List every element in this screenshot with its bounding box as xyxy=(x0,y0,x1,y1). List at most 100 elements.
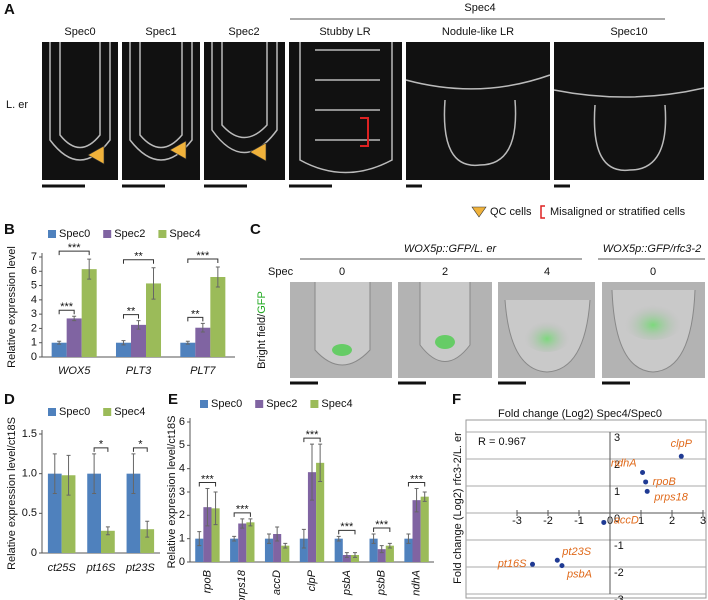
x-tick-label: -3 xyxy=(512,515,522,527)
significance-label: ** xyxy=(134,251,143,263)
point xyxy=(643,479,649,485)
panel-label: A xyxy=(4,1,15,18)
x-tick-label: clpP xyxy=(306,569,318,591)
x-tick-label: PLT3 xyxy=(126,365,152,377)
x-tick-label: ndhA xyxy=(410,570,422,596)
point-label: pt23S xyxy=(561,546,591,558)
point xyxy=(601,519,607,525)
bar xyxy=(264,538,274,562)
y-tick-label: 2 xyxy=(31,322,37,334)
error-bar xyxy=(352,552,357,558)
legend-swatch xyxy=(103,230,112,238)
significance-label: *** xyxy=(68,242,82,254)
error-bar xyxy=(406,533,411,544)
error-bar xyxy=(66,454,71,496)
significance-bracket xyxy=(122,314,139,319)
error-bar xyxy=(72,315,77,322)
bar xyxy=(281,545,290,562)
error-bar xyxy=(344,552,349,558)
column-label: Spec1 xyxy=(145,26,176,38)
significance-bracket xyxy=(303,437,321,443)
bar xyxy=(404,538,413,562)
error-bar xyxy=(52,453,57,494)
micrographs xyxy=(42,42,705,180)
spec-label: 0 xyxy=(339,266,345,278)
bar xyxy=(342,555,351,562)
point-label: accD xyxy=(614,514,639,526)
bar xyxy=(334,538,343,562)
error-bar xyxy=(57,340,62,345)
y-tick-label: 2 xyxy=(614,459,620,471)
significance-label: *** xyxy=(60,301,74,313)
bar xyxy=(369,538,378,562)
y-tick-label: 4 xyxy=(179,463,185,475)
y-tick-label: 0 xyxy=(31,547,37,559)
error-bar xyxy=(205,488,210,527)
x-tick-label: WOX5 xyxy=(58,365,91,377)
bar xyxy=(230,538,239,562)
y-tick-label: 2 xyxy=(179,509,185,521)
x-tick-label: -2 xyxy=(543,515,553,527)
x-tick-label: -1 xyxy=(574,515,584,527)
legend-text: Spec4 xyxy=(169,228,200,240)
legend-text: Spec0 xyxy=(211,398,242,410)
error-bar xyxy=(215,266,220,288)
column-label: Spec0 xyxy=(64,26,95,38)
x-tick-label: 3 xyxy=(700,515,706,527)
x-tick-label: pt23S xyxy=(125,562,155,574)
bar xyxy=(377,549,386,562)
point xyxy=(554,557,560,563)
significance-bracket xyxy=(338,529,356,535)
error-bar xyxy=(387,542,392,549)
significance-label: *** xyxy=(410,473,424,485)
significance-label: ** xyxy=(127,305,136,317)
point xyxy=(640,470,646,475)
point-label: ndhA xyxy=(611,457,637,469)
y-axis-label: Relative expression level xyxy=(6,246,18,368)
bar xyxy=(307,472,317,562)
spec-label: 2 xyxy=(442,266,448,278)
legend-swatch xyxy=(103,408,112,416)
bar xyxy=(66,318,82,357)
bar xyxy=(385,545,394,562)
error-bar xyxy=(310,443,314,501)
plot-frame xyxy=(465,419,707,599)
qc-arrows xyxy=(87,140,267,165)
spec-label: 0 xyxy=(650,266,656,278)
legend-text: Misaligned or stratified cells xyxy=(550,206,686,218)
error-bar xyxy=(136,320,141,330)
legend-text: Spec0 xyxy=(59,406,90,418)
legend-text: Spec2 xyxy=(114,228,145,240)
row-label: L. er xyxy=(6,99,28,111)
bar xyxy=(350,555,360,562)
error-bar xyxy=(121,340,126,346)
significance-bracket xyxy=(233,512,251,517)
significance-label: *** xyxy=(375,519,389,531)
gfp-images xyxy=(290,282,705,378)
bar xyxy=(61,475,76,553)
y-tick-label: 1 xyxy=(179,533,185,545)
error-bar xyxy=(232,535,237,542)
y-tick-label: 6 xyxy=(179,416,185,428)
y-axis-label: Fold change (Log2) rfc3-2/L. er xyxy=(452,432,464,584)
significance-bracket xyxy=(187,258,219,263)
legend-swatch xyxy=(310,400,319,408)
error-bar xyxy=(131,453,136,494)
error-bar xyxy=(371,533,376,544)
significance-bracket xyxy=(373,527,391,532)
y-tick-label: 6 xyxy=(31,265,37,277)
bar xyxy=(140,529,155,553)
point xyxy=(678,453,684,459)
legend-symbol xyxy=(471,206,487,218)
error-bar xyxy=(185,340,190,345)
legend-swatch xyxy=(200,400,208,408)
panel-label: E xyxy=(168,391,178,408)
error-bar xyxy=(145,520,150,538)
x-tick-label: accD xyxy=(271,570,283,595)
error-bar xyxy=(301,528,306,549)
y-tick-label: 5 xyxy=(179,439,185,451)
side-label-gfp: GFP xyxy=(256,291,268,314)
bar xyxy=(203,507,212,562)
legend-text: Spec0 xyxy=(59,228,90,240)
